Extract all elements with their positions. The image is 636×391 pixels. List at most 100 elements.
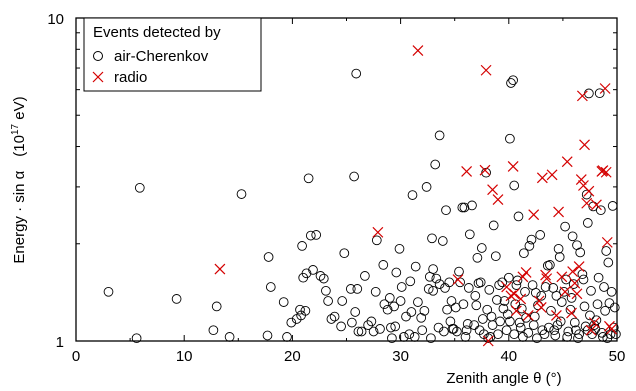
cherenkov-point — [351, 68, 362, 79]
cherenkov-point — [318, 273, 329, 284]
cherenkov-point — [593, 272, 604, 283]
cherenkov-point — [315, 271, 326, 281]
cherenkov-point — [103, 286, 114, 297]
cherenkov-point — [439, 326, 449, 337]
legend-label-radio: radio — [114, 69, 147, 86]
cherenkov-point — [386, 322, 396, 333]
cherenkov-point — [595, 205, 606, 216]
cherenkov-point — [463, 283, 474, 293]
cherenkov-point — [379, 299, 390, 310]
cherenkov-point — [532, 333, 542, 344]
radio-point — [520, 267, 532, 278]
cherenkov-point — [446, 296, 457, 306]
cherenkov-point — [554, 252, 565, 262]
radio-point — [535, 302, 547, 313]
y-tick-label-1: 1 — [56, 334, 64, 351]
legend-box — [83, 17, 262, 92]
cherenkov-point — [460, 332, 471, 342]
cherenkov-point — [562, 332, 573, 342]
cherenkov-point — [551, 290, 562, 301]
cherenkov-point — [413, 297, 423, 307]
cherenkov-point — [347, 317, 357, 328]
cherenkov-point — [477, 314, 488, 324]
cherenkov-point — [509, 329, 520, 340]
radio-series — [214, 45, 618, 347]
cherenkov-point — [560, 221, 570, 232]
radio-point — [585, 324, 597, 336]
cherenkov-point — [350, 307, 361, 317]
cherenkov-point — [428, 264, 438, 274]
radio-point — [576, 90, 588, 102]
cherenkov-point — [499, 296, 510, 306]
cherenkov-point — [461, 325, 472, 336]
cherenkov-point — [419, 305, 430, 316]
cherenkov-point — [396, 282, 407, 292]
cherenkov-point — [581, 189, 592, 200]
cherenkov-point — [349, 171, 359, 182]
cherenkov-point — [529, 311, 540, 322]
x-tick-label: 40 — [500, 348, 517, 365]
cherenkov-point — [337, 296, 348, 306]
cherenkov-point — [584, 88, 594, 99]
cherenkov-point — [389, 301, 399, 312]
cherenkov-point — [549, 325, 560, 336]
cherenkov-point — [505, 133, 515, 144]
cherenkov-point — [430, 159, 441, 170]
radio-point — [515, 293, 527, 305]
cherenkov-point — [563, 326, 574, 337]
cherenkov-point — [384, 293, 395, 303]
radio-point — [601, 236, 613, 248]
radio-point — [214, 263, 226, 275]
cherenkov-point — [416, 312, 427, 323]
cherenkov-point — [387, 333, 397, 344]
cherenkov-point — [368, 326, 379, 337]
y-axis-title-main: Energy · sin α — [11, 170, 28, 263]
radio-point — [533, 295, 545, 307]
cherenkov-point — [409, 332, 420, 342]
cherenkov-point — [336, 321, 346, 332]
radio-point — [522, 310, 534, 321]
cherenkov-point — [297, 241, 307, 251]
cherenkov-point — [375, 324, 385, 334]
cherenkov-point — [567, 231, 578, 242]
y-axis-unit-prefix: (10 — [11, 135, 28, 157]
cherenkov-point — [524, 241, 535, 251]
cherenkov-point — [421, 182, 432, 192]
radio-point — [599, 83, 611, 94]
cherenkov-point — [571, 325, 581, 336]
svg-text:Energy · sin α(1017 eV): Energy · sin α (1017 eV) — [10, 96, 28, 263]
cherenkov-point — [490, 251, 501, 262]
cherenkov-point — [508, 75, 518, 86]
cherenkov-point — [493, 329, 503, 340]
cherenkov-point — [568, 279, 579, 289]
cherenkov-point — [486, 311, 497, 322]
radio-point — [550, 310, 562, 321]
cherenkov-point — [511, 280, 522, 290]
cherenkov-point — [301, 268, 312, 279]
cherenkov-point — [390, 321, 401, 332]
cherenkov-point — [540, 282, 551, 292]
cherenkov-point — [134, 182, 145, 193]
radio-point — [501, 281, 513, 293]
cherenkov-point — [404, 329, 415, 340]
radio-point — [553, 206, 564, 218]
cherenkov-point — [441, 205, 451, 216]
legend: Events detected by air-Cherenkov radio — [83, 17, 262, 92]
cherenkov-point — [518, 332, 528, 342]
cherenkov-point — [398, 332, 409, 342]
radio-point — [597, 165, 609, 176]
air-cherenkov-series — [103, 68, 621, 344]
radio-point — [581, 197, 593, 209]
cherenkov-point — [608, 322, 619, 333]
cherenkov-point — [483, 333, 494, 344]
radio-point — [482, 335, 494, 347]
x-tick-label: 30 — [392, 348, 409, 365]
cherenkov-point — [352, 284, 363, 294]
cherenkov-point — [469, 320, 480, 330]
radio-point — [507, 161, 519, 172]
cherenkov-point — [407, 190, 418, 200]
cherenkov-point — [394, 243, 405, 254]
cherenkov-point — [434, 279, 445, 289]
cherenkov-point — [282, 332, 292, 342]
cherenkov-point — [470, 290, 481, 301]
